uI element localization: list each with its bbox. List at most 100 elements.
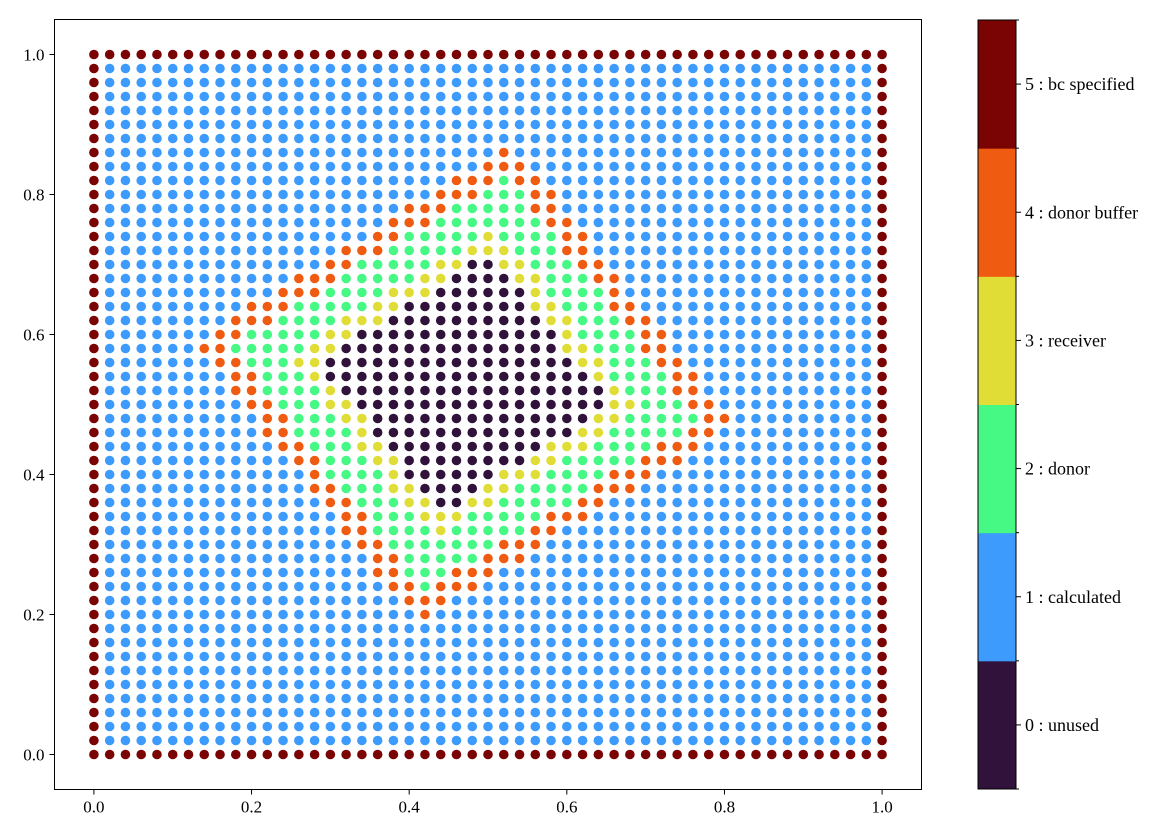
grid-point [514,665,525,676]
grid-point [877,427,887,438]
grid-point [215,637,225,648]
grid-point [120,189,131,200]
grid-point [120,357,131,368]
grid-point [625,539,635,550]
grid-point [357,315,367,326]
grid-point [798,161,809,172]
grid-point [703,385,714,396]
grid-point [230,721,241,732]
grid-point [593,469,604,480]
grid-point [703,553,714,564]
grid-point [483,609,493,620]
grid-point [152,91,162,102]
grid-point [814,595,824,606]
grid-point [625,357,635,368]
grid-point [404,245,414,256]
grid-point [215,581,225,592]
grid-point [766,469,777,480]
grid-point [89,287,99,298]
grid-point [136,539,146,550]
grid-point [120,413,131,424]
grid-point [640,525,651,536]
grid-point [183,315,194,326]
grid-point [309,343,320,354]
grid-point [656,77,667,88]
grid-point [309,483,320,494]
grid-point [877,497,887,508]
grid-point [845,189,856,200]
grid-point [230,91,241,102]
grid-point [719,287,730,298]
grid-point [830,455,840,466]
grid-point [104,441,115,452]
grid-point [625,735,635,746]
grid-point [845,161,856,172]
grid-point [372,623,383,634]
grid-point [688,735,698,746]
grid-point [167,147,178,158]
grid-point [325,343,336,354]
grid-point [341,497,351,508]
grid-point [104,189,115,200]
grid-point [341,623,351,634]
grid-point [640,357,651,368]
grid-point [357,707,367,718]
grid-point [514,91,525,102]
grid-point [357,105,367,116]
grid-point [467,231,478,242]
grid-point [877,441,887,452]
grid-point [798,301,809,312]
grid-point [420,581,430,592]
grid-point [278,735,288,746]
grid-point [751,469,761,480]
grid-point [609,105,619,116]
grid-point [294,707,304,718]
grid-point [498,553,509,564]
grid-point [183,357,194,368]
grid-point [703,301,714,312]
grid-point [798,595,809,606]
grid-point [498,105,509,116]
grid-point [199,343,210,354]
grid-point [388,91,399,102]
grid-point [877,707,887,718]
grid-point [120,735,131,746]
grid-point [420,553,430,564]
grid-point [404,623,414,634]
grid-point [640,231,651,242]
grid-point [766,189,777,200]
grid-point [404,483,414,494]
grid-point [404,63,414,74]
grid-point [609,553,619,564]
grid-point [262,357,273,368]
grid-point [814,469,824,480]
grid-point [89,539,99,550]
grid-point [246,91,257,102]
grid-point [640,301,651,312]
grid-point [798,497,809,508]
grid-point [104,217,115,228]
grid-point [782,119,793,130]
grid-point [309,623,320,634]
grid-point [294,693,304,704]
grid-point [420,707,430,718]
grid-point [230,623,241,634]
grid-point [278,105,288,116]
grid-point [546,665,556,676]
grid-point [246,413,257,424]
grid-point [435,665,446,676]
grid-point [562,119,572,130]
grid-point [814,217,824,228]
grid-point [341,595,351,606]
grid-point [341,147,351,158]
grid-point [215,399,225,410]
grid-point [483,469,493,480]
grid-point [498,273,509,284]
grid-point [751,749,761,760]
grid-point [372,427,383,438]
grid-point [341,427,351,438]
grid-point [215,749,225,760]
grid-point [656,133,667,144]
grid-point [735,329,746,340]
grid-point [120,637,131,648]
